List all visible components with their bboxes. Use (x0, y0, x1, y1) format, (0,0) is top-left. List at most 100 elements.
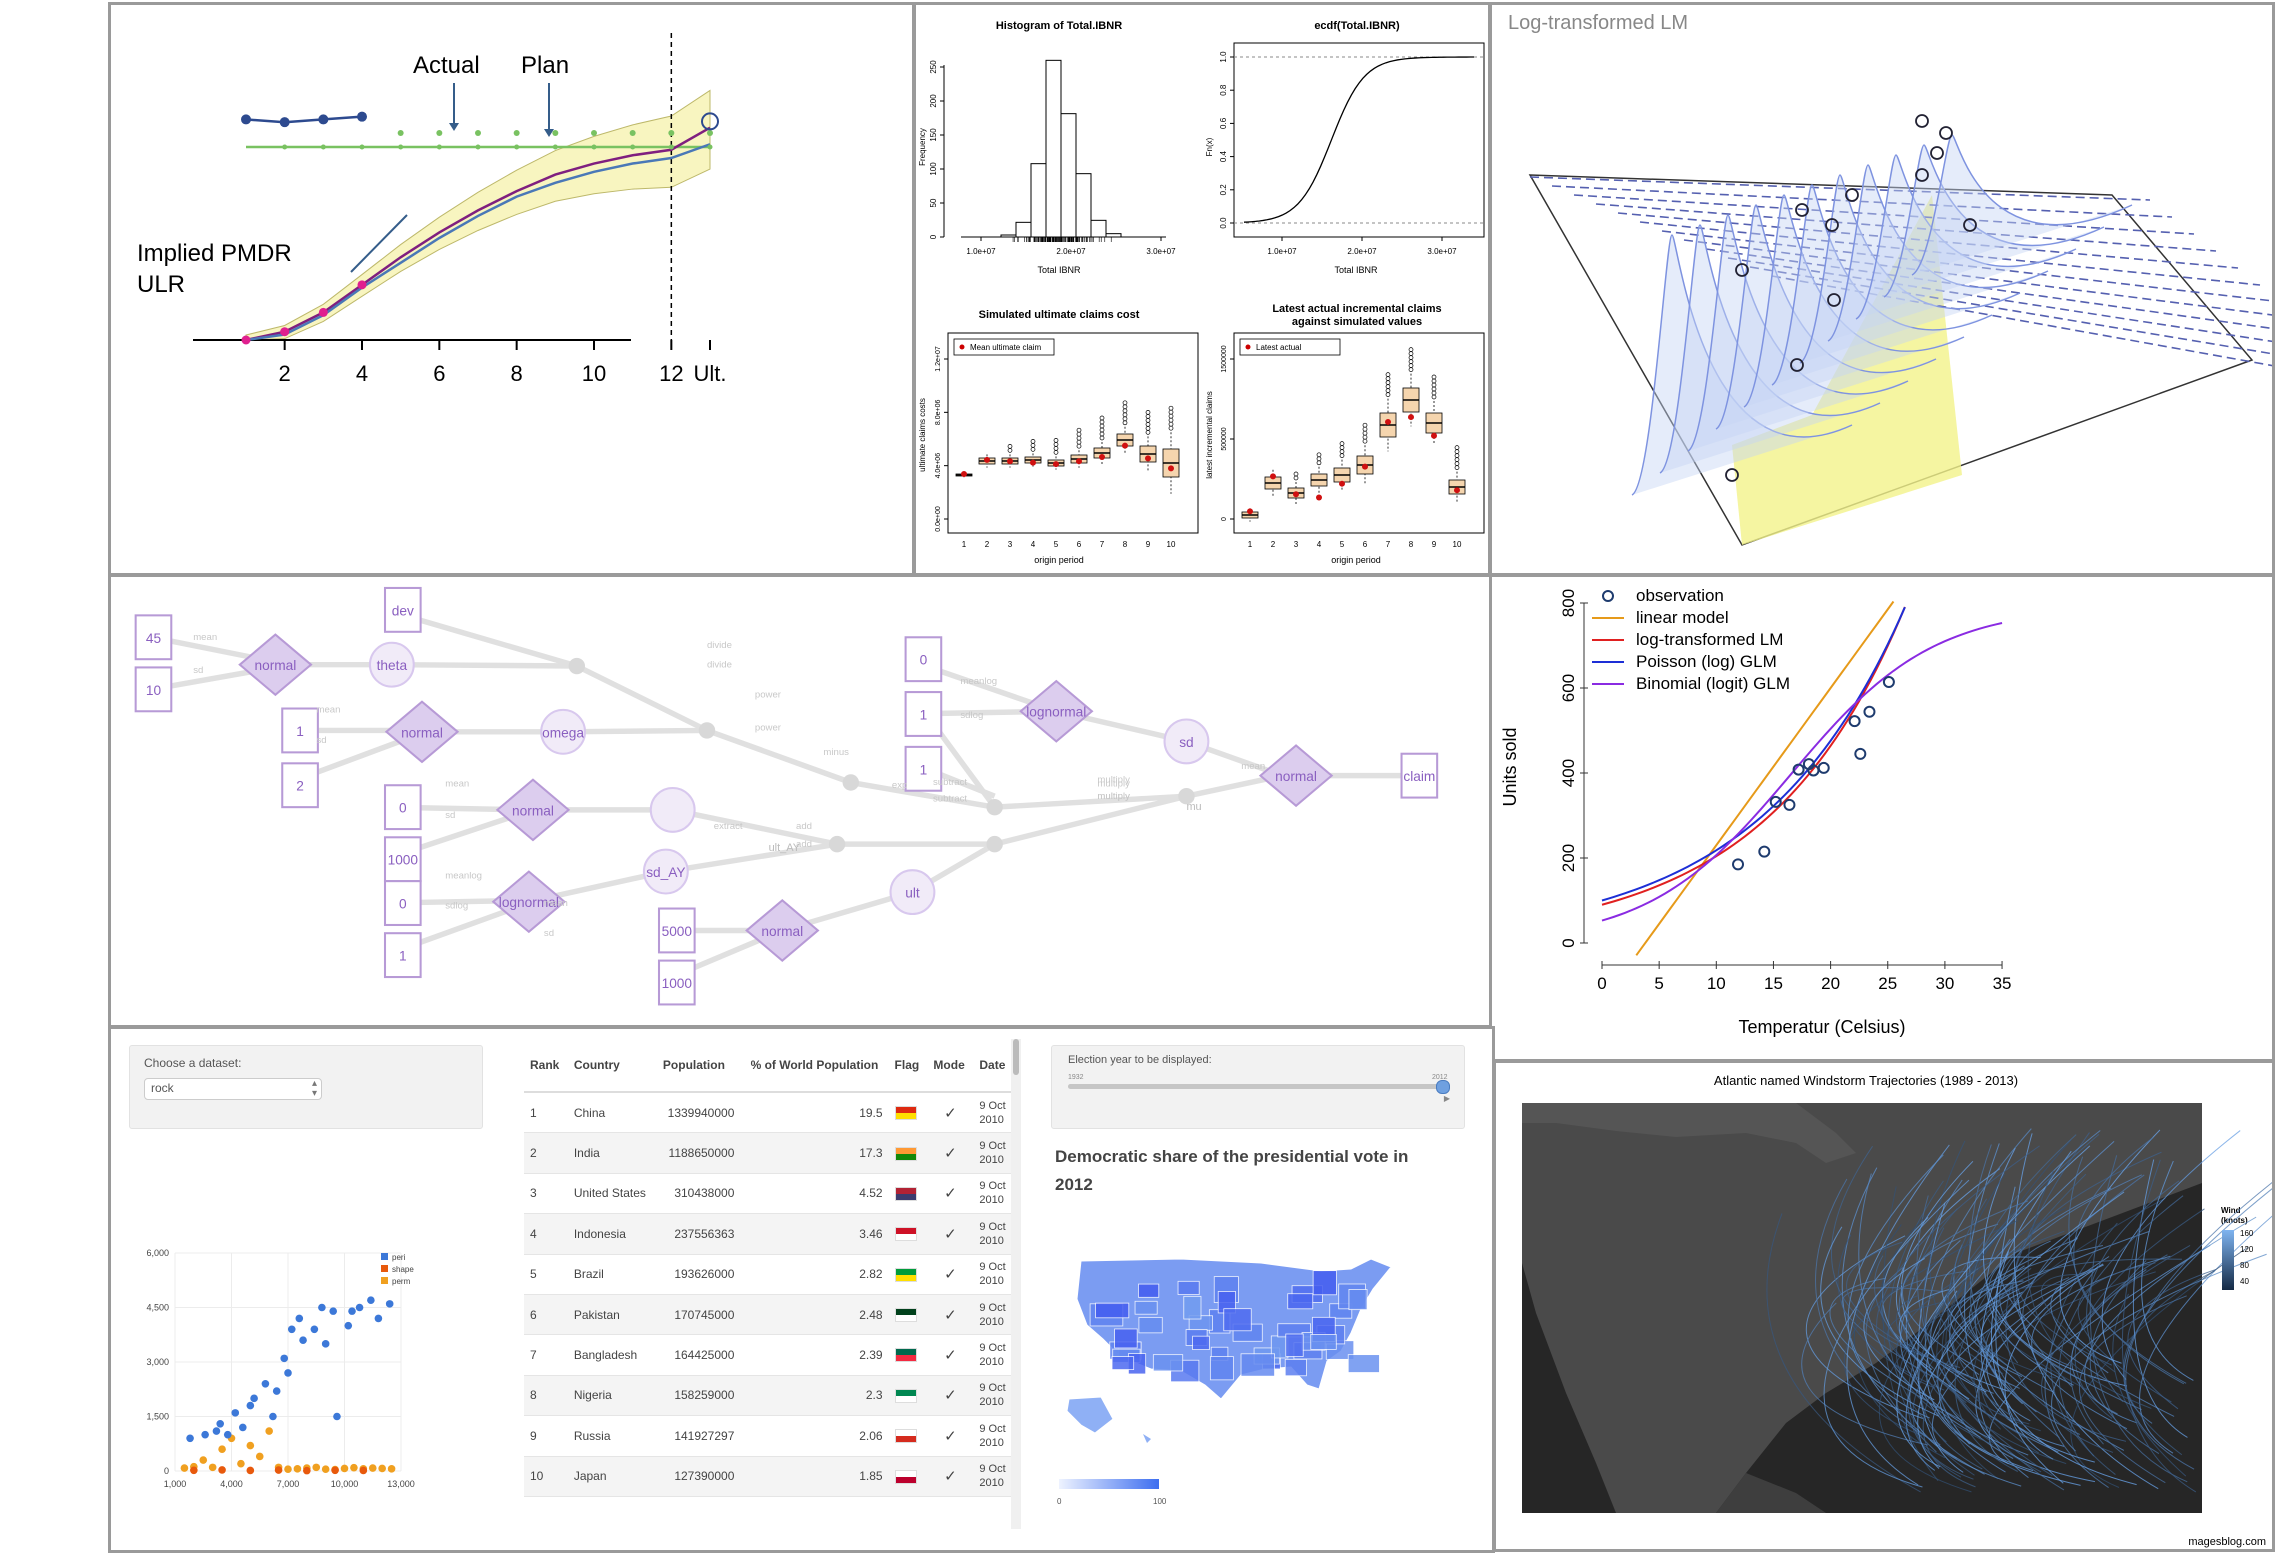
sim-mean-point (1053, 461, 1059, 468)
table-row[interactable]: 9 Russia 141927297 2.06 ✓ 9 Oct 2010 (524, 1415, 1014, 1457)
hist-bar (1075, 173, 1092, 238)
value-node (134, 614, 173, 661)
graph-junction (842, 774, 860, 791)
sim-ytick-label: 0.0e+00 (935, 506, 942, 532)
date-day: 9 Oct (979, 1099, 1006, 1112)
table-row[interactable]: 2 India 1188650000 17.3 ✓ 9 Oct 2010 (524, 1132, 1014, 1174)
column-header[interactable]: Mode (927, 1039, 974, 1093)
sim-xtick-label: 10 (1167, 540, 1176, 549)
implied-point (630, 144, 636, 150)
edge-label: exp (892, 780, 907, 791)
perm-point (387, 1465, 396, 1473)
storm-track (1917, 1191, 2125, 1469)
date-year: 2010 (979, 1356, 1004, 1369)
perm-point (284, 1465, 292, 1473)
table-row[interactable]: 5 Brazil 193626000 2.82 ✓ 9 Oct 2010 (524, 1254, 1014, 1295)
mode-check-cell: ✓ (927, 1375, 974, 1417)
actual-claims-point (357, 280, 367, 290)
x-tick-label: 5 (1654, 974, 1663, 993)
storm-track (1947, 1230, 2150, 1394)
plan-point (629, 130, 636, 136)
actual-claims-point (241, 335, 251, 345)
flag-icon (894, 1267, 917, 1282)
population-table: Rank Country Population% of World Populati… (524, 1039, 1014, 1497)
table-row[interactable]: 4 Indonesia 237556363 3.46 ✓ 9 Oct 2010 (524, 1213, 1014, 1255)
table-scrollbar[interactable] (1011, 1039, 1021, 1529)
table-row[interactable]: 8 Nigeria 158259000 2.3 ✓ 9 Oct 2010 (524, 1375, 1014, 1417)
lat-legend-box (1239, 338, 1341, 356)
country-cell: India (567, 1132, 657, 1174)
storm-legend-title-1: Wind (2221, 1206, 2241, 1215)
distribution-node (1019, 679, 1094, 743)
x-tick-label: Ult. (694, 361, 727, 386)
edge-label: meanlog (960, 676, 997, 687)
node-label: normal (254, 658, 296, 673)
mode-check-cell: ✓ (927, 1132, 974, 1174)
density-baseline (1551, 185, 2173, 218)
lat-outlier (1339, 441, 1345, 446)
column-header[interactable]: Flag (888, 1039, 928, 1093)
regression-surface (1732, 195, 1962, 545)
lat-xtick-label: 10 (1453, 540, 1462, 549)
play-icon[interactable]: ▶ (1443, 1094, 1450, 1103)
table-row[interactable]: 10 Japan 127390000 1.85 ✓ 9 Oct 2010 (524, 1456, 1014, 1497)
hist-ytick-label: 50 (929, 198, 938, 207)
sim-outlier (1030, 443, 1036, 448)
state-shape (1183, 1295, 1202, 1320)
peri-point (269, 1412, 277, 1421)
table-row[interactable]: 6 Pakistan 170745000 2.48 ✓ 9 Oct 2010 (524, 1294, 1014, 1336)
slider-thumb[interactable] (1436, 1080, 1450, 1094)
lat-outlier (1362, 430, 1368, 436)
lat-mean-point (1362, 463, 1368, 470)
value-node (281, 707, 319, 754)
date-day: 9 Oct (979, 1422, 1006, 1435)
y-tick-label: 800 (1559, 589, 1578, 617)
table-scroll-thumb[interactable] (1013, 1039, 1019, 1075)
canada-land (1522, 1103, 1856, 1163)
lat-outlier (1408, 347, 1414, 352)
dataset-select[interactable]: rock ▴ ▾ (144, 1078, 322, 1100)
column-header[interactable]: Country (567, 1039, 657, 1093)
table-row[interactable]: 7 Bangladesh 164425000 2.39 ✓ 9 Oct 2010 (524, 1334, 1014, 1376)
lat-xtick-label: 1 (1248, 540, 1253, 549)
observation-point (1854, 747, 1867, 760)
table-header: Rank Country Population% of World Populati… (524, 1039, 1014, 1093)
sim-mean-point (1030, 459, 1036, 466)
perm-point (218, 1445, 226, 1453)
lat-mean-point (1316, 494, 1322, 501)
sim-outlier (1053, 446, 1059, 451)
population-table-wrap: Rank Country Population% of World Populati… (524, 1039, 1014, 1529)
panel-dashboard: Choose a dataset: rock ▴ ▾ 1,000 4,000 7,00… (108, 1026, 1495, 1553)
table-row[interactable]: 3 United States 310438000 4.52 ✓ 9 Oct 2010 (524, 1173, 1014, 1215)
scale-min-label: 0 (1057, 1497, 1062, 1506)
state-shape (1209, 1356, 1234, 1381)
perm-point (246, 1441, 255, 1450)
table-row[interactable]: 1 China 1339940000 19.5 ✓ 9 Oct 2010 (524, 1092, 1014, 1134)
storm-track (1918, 1134, 2100, 1470)
perm-point (237, 1459, 245, 1468)
lat-xtick-label: 7 (1386, 540, 1391, 549)
sim-outlier (1053, 450, 1059, 455)
peri-point (367, 1296, 375, 1305)
legend-swatch (381, 1277, 388, 1284)
state-shape (1138, 1283, 1160, 1298)
peri-point (318, 1303, 326, 1312)
column-header[interactable]: Population (656, 1039, 741, 1093)
panel-loss-development: Actual Plan Implied PMDR ULR 2 4 6 8 10 12 Ult… (108, 2, 915, 576)
legend-swatch (381, 1253, 388, 1260)
panel-temperature-models: Temperatur (Celsius) Units sold 0 5 10 15 20… (1489, 574, 2275, 1062)
column-header[interactable]: Date (973, 1039, 1014, 1093)
column-header[interactable]: Rank (524, 1039, 568, 1093)
storm-track (1949, 1238, 2078, 1376)
country-cell: United States (567, 1173, 657, 1215)
legend-label: perm (392, 1277, 411, 1286)
edge-label: divide (707, 659, 732, 670)
storm-credit: magesblog.com (2188, 1536, 2266, 1548)
lat-outlier (1454, 449, 1460, 454)
flag-cell (888, 1415, 928, 1457)
ecdf-ytick-label: 0.4 (1219, 150, 1228, 162)
storm-title: Atlantic named Windstorm Trajectories (1… (1714, 1073, 2018, 1088)
column-header[interactable]: % of World Population (740, 1039, 889, 1093)
storm-track (2027, 1170, 2152, 1409)
slider-track[interactable] (1068, 1080, 1450, 1094)
